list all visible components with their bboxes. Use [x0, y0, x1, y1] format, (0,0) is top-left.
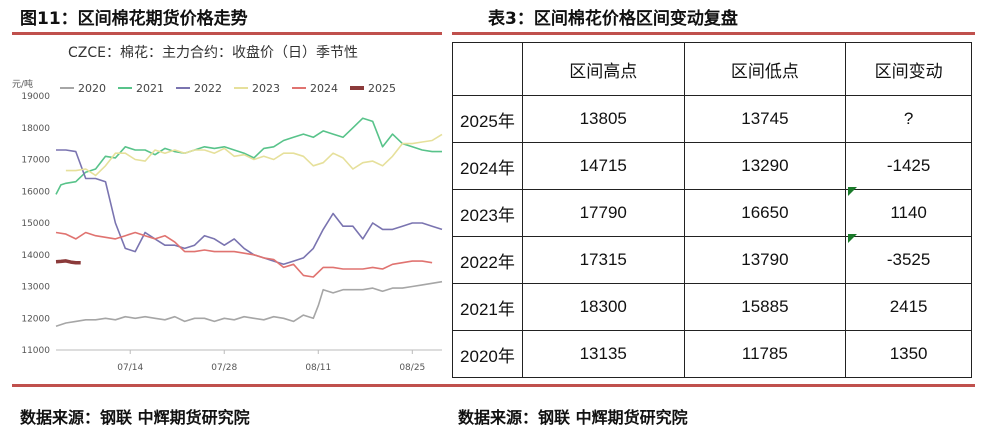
header-cell-change: 区间变动 [845, 42, 972, 96]
series-line-2025 [55, 259, 81, 265]
source-note-right: 数据来源：钢联 中辉期货研究院 [458, 408, 688, 427]
cell-year: 2023年 [452, 189, 523, 237]
legend-label: 2021 [136, 82, 164, 95]
y-tick-label: 14000 [21, 251, 50, 261]
chart-title: CZCE：棉花：主力合约：收盘价（日）季节性 [68, 44, 358, 61]
table-row: 2021年 18300 15885 2415 [452, 283, 972, 331]
cell-low: 13290 [683, 142, 847, 190]
cell-change: -1425 [845, 142, 972, 190]
table-title: 表3：区间棉花价格区间变动复盘 [488, 9, 738, 29]
cell-high: 13805 [521, 95, 685, 143]
cell-comment-marker [848, 187, 857, 196]
y-tick-label: 18000 [21, 124, 50, 134]
x-tick-label: 07/28 [211, 363, 237, 373]
legend-label: 2024 [310, 82, 338, 95]
legend-item-2023: 2023 [234, 82, 280, 95]
y-axis-ticks: 11000 12000 13000 14000 15000 16000 17000 18000… [21, 92, 50, 356]
y-tick-label: 11000 [21, 346, 50, 356]
header-cell-year [452, 42, 523, 96]
cell-high: 13135 [521, 330, 685, 378]
cell-low: 13745 [683, 95, 847, 143]
table-row: 2023年 17790 16650 1140 [452, 189, 972, 237]
legend-item-2021: 2021 [118, 82, 164, 95]
cell-low: 15885 [683, 283, 847, 331]
x-tick-label: 08/25 [399, 363, 425, 373]
x-tick-label: 07/14 [117, 363, 143, 373]
cell-high: 18300 [521, 283, 685, 331]
table-row: 2024年 14715 13290 -1425 [452, 142, 972, 190]
cell-high: 17790 [521, 189, 685, 237]
table-header-row: 区间高点 区间低点 区间变动 [452, 42, 972, 96]
x-axis-ticks: 07/14 07/28 08/11 08/25 [56, 349, 442, 373]
legend-item-2024: 2024 [292, 82, 338, 95]
header-cell-high: 区间高点 [521, 42, 685, 96]
series-line-2020 [55, 280, 443, 327]
table-row: 2020年 13135 11785 1350 [452, 330, 972, 378]
seasonal-line-chart: CZCE：棉花：主力合约：收盘价（日）季节性 元/吨 2020 2021 2022 2… [12, 36, 444, 380]
y-tick-label: 13000 [21, 283, 50, 293]
legend-item-2025: 2025 [350, 82, 396, 95]
cell-comment-marker [848, 234, 857, 243]
table-row: 2025年 13805 13745 ? [452, 95, 972, 143]
header-cell-low: 区间低点 [683, 42, 847, 96]
y-tick-label: 19000 [21, 92, 50, 102]
figure-title: 图11：区间棉花期货价格走势 [20, 9, 248, 29]
source-note-left: 数据来源：钢联 中辉期货研究院 [20, 408, 250, 427]
legend-label: 2025 [368, 82, 396, 95]
series-line-2023 [65, 133, 443, 177]
cell-year: 2022年 [452, 236, 523, 284]
legend-item-2020: 2020 [60, 82, 106, 95]
cell-year: 2025年 [452, 95, 523, 143]
cell-low: 13790 [683, 236, 847, 284]
cell-high: 17315 [521, 236, 685, 284]
cell-change: 1350 [845, 330, 972, 378]
y-tick-label: 15000 [21, 219, 50, 229]
series-line-2024 [55, 231, 433, 278]
cell-low: 16650 [683, 189, 847, 237]
legend-label: 2020 [78, 82, 106, 95]
cell-year: 2021年 [452, 283, 523, 331]
top-rule-right [452, 32, 975, 35]
series-lines [55, 117, 443, 327]
top-rule-left [12, 32, 442, 35]
price-range-table: 区间高点 区间低点 区间变动 2025年 13805 13745 ? 2024年… [452, 42, 972, 378]
legend-label: 2022 [194, 82, 222, 95]
chart-legend: 2020 2021 2022 2023 2024 2025 [60, 82, 396, 95]
cell-change: 1140 [845, 189, 972, 237]
bottom-rule [12, 384, 975, 387]
cell-change: -3525 [845, 236, 972, 284]
series-line-2022 [56, 149, 443, 266]
y-tick-label: 16000 [21, 187, 50, 197]
y-axis-unit-label: 元/吨 [12, 78, 33, 90]
legend-label: 2023 [252, 82, 280, 95]
legend-item-2022: 2022 [176, 82, 222, 95]
cell-year: 2020年 [452, 330, 523, 378]
y-tick-label: 17000 [21, 156, 50, 166]
cell-change: 2415 [845, 283, 972, 331]
x-tick-label: 08/11 [305, 363, 331, 373]
cell-high: 14715 [521, 142, 685, 190]
cell-year: 2024年 [452, 142, 523, 190]
cell-change: ? [845, 95, 972, 143]
y-tick-label: 12000 [21, 314, 50, 324]
cell-low: 11785 [683, 330, 847, 378]
chart-svg: CZCE：棉花：主力合约：收盘价（日）季节性 元/吨 2020 2021 2022 2… [12, 44, 443, 373]
table-row: 2022年 17315 13790 -3525 [452, 236, 972, 284]
